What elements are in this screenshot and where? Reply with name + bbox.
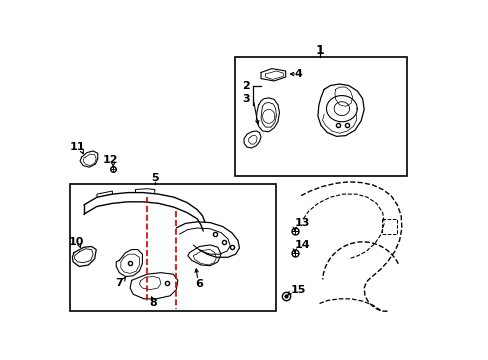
Text: 5: 5 bbox=[151, 173, 158, 183]
Text: 13: 13 bbox=[294, 217, 309, 228]
Text: 15: 15 bbox=[290, 285, 305, 294]
Bar bbox=[234, 57, 407, 176]
Text: 6: 6 bbox=[195, 279, 203, 289]
Bar bbox=[381, 219, 396, 234]
Text: 2: 2 bbox=[241, 81, 249, 91]
Text: 14: 14 bbox=[294, 240, 310, 250]
Text: 12: 12 bbox=[102, 155, 118, 165]
Bar bbox=[70, 184, 276, 311]
Text: 1: 1 bbox=[315, 44, 324, 57]
Text: 7: 7 bbox=[115, 278, 123, 288]
Text: 8: 8 bbox=[149, 298, 157, 309]
Text: 11: 11 bbox=[70, 142, 85, 152]
Text: 4: 4 bbox=[294, 69, 302, 79]
Text: 3: 3 bbox=[242, 94, 249, 104]
Text: 10: 10 bbox=[68, 237, 84, 247]
